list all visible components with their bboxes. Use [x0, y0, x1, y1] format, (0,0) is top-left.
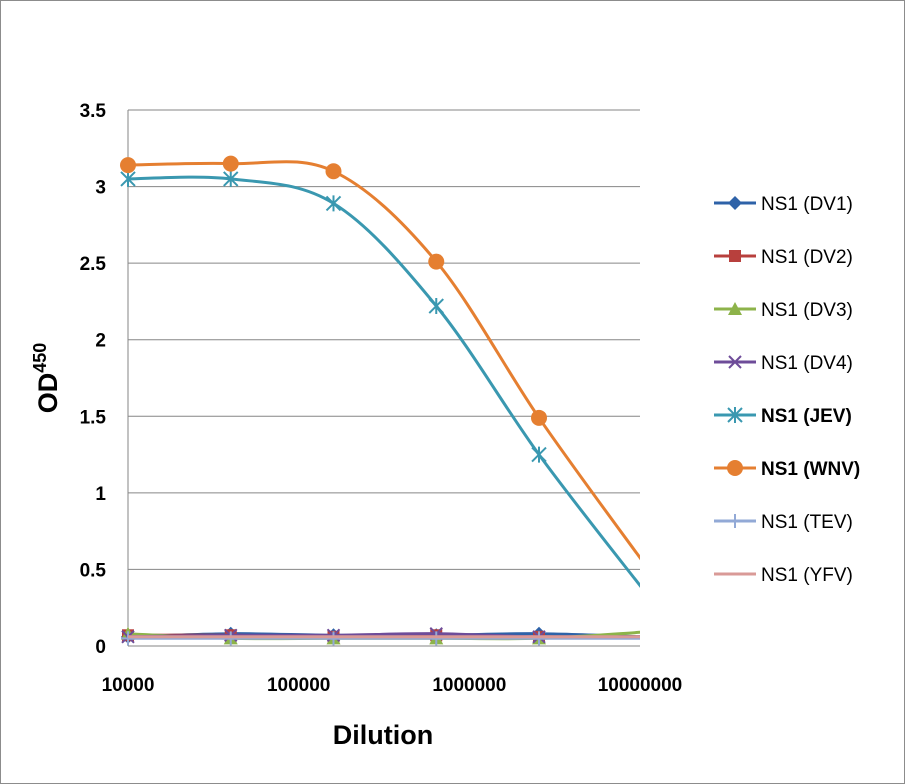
y-tick-label: 2.5: [80, 254, 107, 275]
series-line: [127, 160, 640, 561]
data-point: [120, 157, 136, 174]
legend-item: NS1 (YFV): [714, 565, 853, 586]
legend-label: NS1 (DV1): [761, 194, 853, 215]
y-axis-title-main: OD: [33, 373, 63, 414]
y-tick-label: 3.5: [80, 101, 107, 122]
y-tick-label: 1: [95, 484, 106, 505]
y-tick-label: 0: [95, 637, 106, 658]
y-tick-label: 0.5: [80, 560, 107, 581]
gridlines: [128, 109, 640, 647]
legend-label: NS1 (DV2): [761, 247, 853, 268]
legend-marker: [728, 355, 742, 369]
data-point: [325, 163, 342, 180]
series-NS1 (JEV): [120, 170, 640, 588]
legend-label: NS1 (DV4): [761, 353, 853, 374]
legend-marker: [727, 407, 743, 423]
data-point: [531, 409, 548, 426]
x-tick-label: 1000000: [432, 675, 506, 696]
legend-marker: [727, 460, 743, 476]
data-point: [325, 195, 342, 212]
data-point: [223, 170, 239, 187]
y-tick-label: 3: [95, 178, 106, 199]
series-NS1 (WNV): [120, 155, 640, 561]
legend-label: NS1 (JEV): [761, 406, 852, 427]
legend-marker: [728, 196, 742, 210]
legend-marker: [728, 302, 742, 315]
legend-item: NS1 (JEV): [714, 406, 852, 427]
data-point: [532, 631, 547, 646]
legend-label: NS1 (TEV): [761, 512, 853, 533]
legend: NS1 (DV1) NS1 (DV2) NS1 (DV3) NS1 (DV4) NS1 …: [714, 194, 860, 586]
y-tick-labels: 0 0.5 1 1.5 2 2.5 3 3.5: [80, 101, 107, 658]
data-point: [223, 631, 238, 646]
data-point: [428, 253, 445, 270]
y-tick-label: 2: [95, 331, 106, 352]
x-axis-title: Dilution: [333, 720, 433, 750]
legend-item: NS1 (DV1): [714, 194, 853, 215]
series-line: [127, 175, 640, 588]
plot-area: [120, 155, 640, 646]
data-point: [531, 446, 547, 463]
legend-marker: [729, 250, 741, 262]
legend-item: NS1 (WNV): [714, 459, 860, 480]
y-tick-label: 1.5: [80, 407, 107, 428]
x-tick-labels: 10000 100000 1000000 10000000: [102, 675, 683, 696]
data-point: [121, 631, 135, 646]
legend-item: NS1 (DV4): [714, 353, 853, 374]
data-point: [120, 170, 136, 187]
data-point: [428, 298, 444, 315]
x-tick-label: 10000000: [598, 675, 683, 696]
x-tick-label: 10000: [102, 675, 155, 696]
x-tick-label: 100000: [267, 675, 330, 696]
data-point: [429, 631, 444, 646]
legend-label: NS1 (YFV): [761, 565, 853, 586]
legend-label: NS1 (DV3): [761, 300, 853, 321]
legend-item: NS1 (DV3): [714, 300, 853, 321]
data-point: [326, 631, 341, 646]
y-axis-title-superscript: 450: [30, 343, 50, 373]
legend-item: NS1 (TEV): [714, 512, 853, 533]
legend-item: NS1 (DV2): [714, 247, 853, 268]
y-axis-title: OD450: [30, 343, 63, 414]
legend-marker: [728, 514, 742, 528]
legend-label: NS1 (WNV): [761, 459, 860, 480]
data-point: [222, 155, 239, 172]
